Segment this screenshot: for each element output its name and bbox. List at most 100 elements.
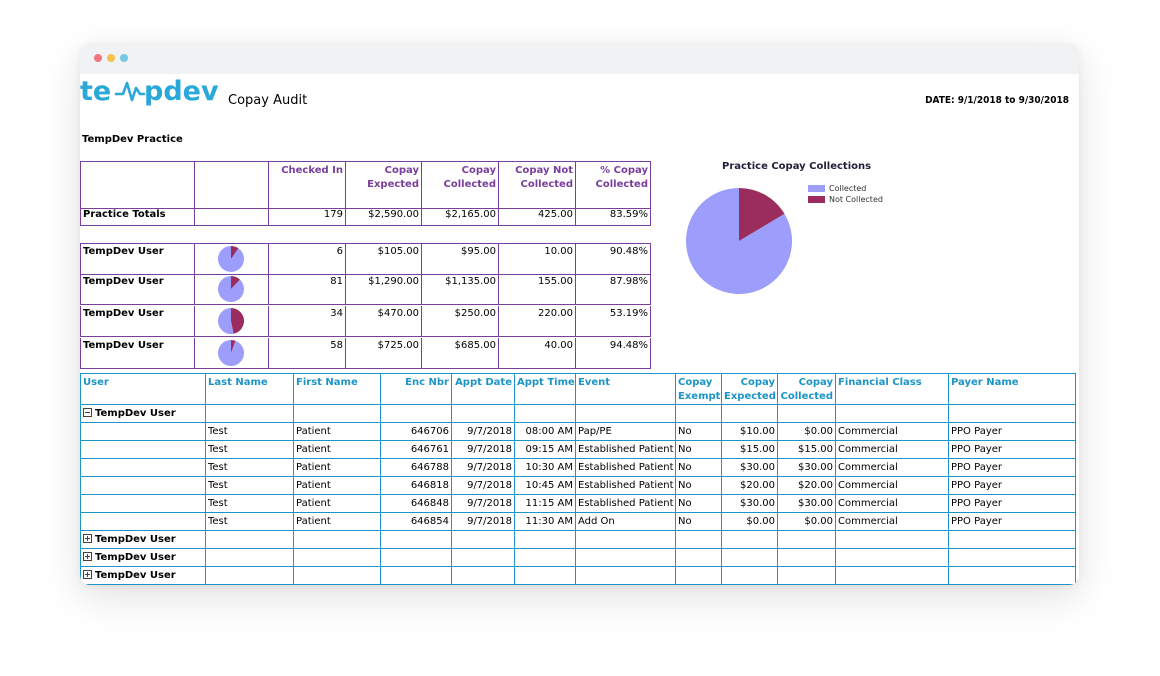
- cell-enc-nbr: 646761: [381, 441, 452, 458]
- cell-financial-class: Commercial: [836, 459, 949, 476]
- group-toggle-cell[interactable]: TempDev User: [80, 405, 206, 422]
- cell-copay-collected: $30.00: [778, 459, 836, 476]
- cell-financial-class: Commercial: [836, 495, 949, 512]
- cell-enc-nbr: 646848: [381, 495, 452, 512]
- cell-enc-nbr: 646706: [381, 423, 452, 440]
- summary-header-copay-expected: Copay Expected: [346, 162, 422, 208]
- user-pct: 90.48%: [576, 244, 651, 274]
- group-row-expanded[interactable]: TempDev User: [80, 405, 1076, 423]
- cell-copay-collected: $0.00: [778, 513, 836, 530]
- totals-pct: 83.59%: [576, 207, 651, 225]
- cell-copay-exempt: No: [676, 513, 722, 530]
- totals-chart-cell: [195, 207, 269, 225]
- cell-payer-name: PPO Payer: [949, 495, 1076, 512]
- empty-cell: [452, 405, 515, 422]
- group-toggle-cell[interactable]: TempDev User: [80, 567, 206, 584]
- empty-cell: [722, 549, 778, 566]
- user-pie-cell: [195, 338, 269, 368]
- col-header-last-name: Last Name: [206, 374, 294, 404]
- cell-appt-date: 9/7/2018: [452, 441, 515, 458]
- empty-cell: [515, 405, 576, 422]
- cell-financial-class: Commercial: [836, 477, 949, 494]
- user-checked-in: 6: [269, 244, 346, 274]
- table-row[interactable]: Test Patient 646788 9/7/2018 10:30 AM Establi…: [80, 459, 1076, 477]
- pie-slice-not-collected: [231, 276, 240, 289]
- group-label: TempDev User: [95, 552, 176, 563]
- user-not-collected: 220.00: [499, 306, 576, 336]
- close-window-button[interactable]: [94, 54, 102, 62]
- cell-appt-time: 08:00 AM: [515, 423, 576, 440]
- cell-copay-expected: $20.00: [722, 477, 778, 494]
- empty-cell: [676, 405, 722, 422]
- group-row-collapsed[interactable]: TempDev User: [80, 549, 1076, 567]
- app-window: te pdev Copay Audit DATE: 9/1/2018 to 9/…: [80, 43, 1079, 585]
- cell-enc-nbr: 646818: [381, 477, 452, 494]
- cell-appt-date: 9/7/2018: [452, 423, 515, 440]
- empty-cell: [452, 549, 515, 566]
- group-toggle-cell[interactable]: TempDev User: [80, 549, 206, 566]
- legend-swatch: [808, 196, 825, 203]
- summary-header-pct-collected: % Copay Collected: [576, 162, 651, 208]
- minimize-window-button[interactable]: [107, 54, 115, 62]
- table-row[interactable]: Test Patient 646818 9/7/2018 10:45 AM Establi…: [80, 477, 1076, 495]
- empty-cell: [515, 549, 576, 566]
- cell-payer-name: PPO Payer: [949, 513, 1076, 530]
- group-row-collapsed[interactable]: TempDev User: [80, 531, 1076, 549]
- user-collected: $250.00: [422, 306, 499, 336]
- user-name: TempDev User: [81, 244, 195, 274]
- empty-cell: [381, 531, 452, 548]
- svg-text:pdev: pdev: [144, 76, 219, 107]
- svg-text:te: te: [80, 76, 111, 107]
- cell-copay-exempt: No: [676, 441, 722, 458]
- cell-copay-collected: $20.00: [778, 477, 836, 494]
- empty-cell: [949, 531, 1076, 548]
- user-pie-cell: [195, 306, 269, 336]
- cell-payer-name: PPO Payer: [949, 477, 1076, 494]
- cell-user: [80, 495, 206, 512]
- summary-header: [195, 162, 269, 208]
- empty-cell: [452, 567, 515, 584]
- user-expected: $725.00: [346, 338, 422, 368]
- cell-event: Established Patient: [576, 459, 676, 476]
- cell-copay-exempt: No: [676, 477, 722, 494]
- empty-cell: [381, 405, 452, 422]
- pie-slice-not-collected: [231, 246, 239, 259]
- cell-copay-exempt: No: [676, 495, 722, 512]
- user-mini-pie-chart: [217, 308, 244, 334]
- summary-header-not-collected: Copay Not Collected: [499, 162, 576, 208]
- col-header-event: Event: [576, 374, 676, 404]
- cell-appt-time: 11:15 AM: [515, 495, 576, 512]
- cell-appt-time: 09:15 AM: [515, 441, 576, 458]
- table-row[interactable]: Test Patient 646854 9/7/2018 11:30 AM Add On N…: [80, 513, 1076, 531]
- user-pie-cell: [195, 274, 269, 304]
- practice-name: TempDev Practice: [82, 134, 183, 145]
- cell-last-name: Test: [206, 459, 294, 476]
- maximize-window-button[interactable]: [120, 54, 128, 62]
- user-name: TempDev User: [81, 338, 195, 368]
- table-row[interactable]: Test Patient 646848 9/7/2018 11:15 AM Establi…: [80, 495, 1076, 513]
- collapse-icon[interactable]: [83, 407, 92, 417]
- empty-cell: [722, 405, 778, 422]
- empty-cell: [576, 531, 676, 548]
- user-pct: 94.48%: [576, 338, 651, 368]
- expand-icon[interactable]: [83, 569, 92, 579]
- group-toggle-cell[interactable]: TempDev User: [80, 531, 206, 548]
- cell-appt-time: 10:30 AM: [515, 459, 576, 476]
- group-row-collapsed[interactable]: TempDev User: [80, 567, 1076, 585]
- chart-legend: Collected Not Collected: [808, 183, 883, 205]
- col-header-enc-nbr: Enc Nbr: [381, 374, 452, 404]
- table-row[interactable]: Test Patient 646706 9/7/2018 08:00 AM Pap/PE N…: [80, 423, 1076, 441]
- practice-totals-row: Practice Totals 179 $2,590.00 $2,165.00 …: [80, 207, 651, 226]
- expand-icon[interactable]: [83, 533, 92, 543]
- user-collected: $1,135.00: [422, 274, 499, 304]
- detail-table: User Last Name First Name Enc Nbr Appt D…: [80, 373, 1076, 585]
- empty-cell: [949, 567, 1076, 584]
- table-row[interactable]: Test Patient 646761 9/7/2018 09:15 AM Establi…: [80, 441, 1076, 459]
- cell-enc-nbr: 646854: [381, 513, 452, 530]
- user-checked-in: 58: [269, 338, 346, 368]
- cell-payer-name: PPO Payer: [949, 459, 1076, 476]
- totals-not-collected: 425.00: [499, 207, 576, 225]
- cell-copay-expected: $30.00: [722, 495, 778, 512]
- user-pie-cell: [195, 244, 269, 274]
- expand-icon[interactable]: [83, 551, 92, 561]
